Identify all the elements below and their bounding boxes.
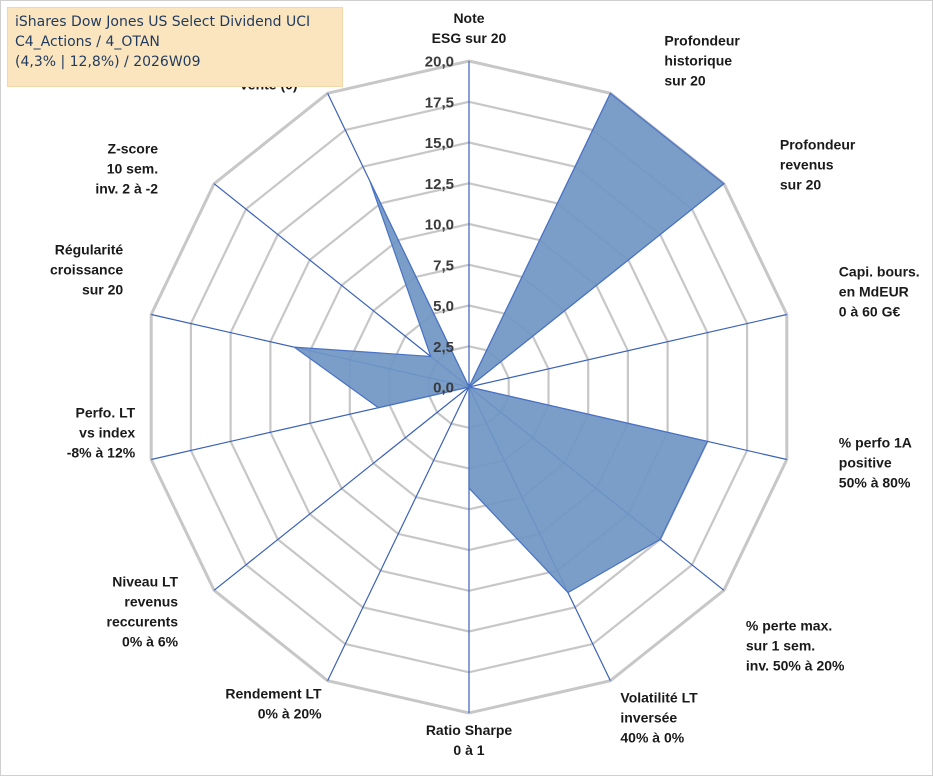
axis-label: sur 20 — [82, 282, 123, 298]
tick-label: 7,5 — [433, 257, 454, 274]
axis-spoke — [327, 386, 470, 681]
tick-label: 20,0 — [425, 54, 454, 71]
axis-label: Note — [453, 10, 484, 26]
axis-label: inversée — [620, 710, 677, 726]
axis-label-group: Volatilité LT inversée 40% à 0% — [620, 690, 698, 746]
axis-label: ESG sur 20 — [432, 30, 507, 46]
tick-labels: 0,0 2,5 5,0 7,5 10,0 12,5 15,0 17,5 20,0 — [425, 54, 454, 397]
axis-label: 0 à 1 — [453, 742, 484, 758]
axis-label-group: % perfo 1A positive 50% à 80% — [839, 435, 912, 491]
axis-label: Profondeur — [780, 137, 856, 153]
axis-label: % perte max. — [746, 617, 832, 633]
axis-label: Régularité — [55, 242, 124, 258]
axis-label: reccurents — [107, 613, 179, 629]
axis-label-group: Capi. bours. en MdEUR 0 à 60 G€ — [839, 264, 920, 320]
data-series — [292, 92, 725, 594]
axis-label: 0 à 60 G€ — [839, 304, 901, 320]
axis-label: inv. 50% à 20% — [746, 657, 845, 673]
axis-label-group: Profondeur revenus sur 20 — [780, 137, 856, 193]
axis-label-group: Rendement LT 0% à 20% — [225, 686, 322, 722]
axis-label: % perfo 1A — [839, 435, 912, 451]
tick-label: 12,5 — [425, 176, 454, 193]
axis-spoke — [468, 313, 787, 388]
series-area — [292, 92, 725, 594]
axis-label: positive — [839, 455, 892, 471]
info-box: iShares Dow Jones US Select Dividend UCI… — [7, 7, 343, 87]
axis-label: 40% à 0% — [620, 730, 684, 746]
axis-label: en MdEUR — [839, 284, 909, 300]
axis-label-group: Régularité croissance sur 20 — [50, 242, 123, 298]
axis-label: sur 20 — [780, 177, 821, 193]
axis-label: sur 1 sem. — [746, 637, 815, 653]
tick-label: 17,5 — [425, 94, 454, 111]
tick-label: 15,0 — [425, 135, 454, 152]
tick-label: 10,0 — [425, 217, 454, 234]
axis-label: inv. 2 à -2 — [95, 181, 158, 197]
axis-label-group: % perte max. sur 1 sem. inv. 50% à 20% — [746, 617, 845, 673]
tick-label: 5,0 — [433, 298, 454, 315]
axis-label: -8% à 12% — [67, 445, 136, 461]
axis-label-group: Perfo. LT vs index -8% à 12% — [67, 405, 136, 461]
axis-label: 0% à 20% — [258, 706, 322, 722]
axis-label: 10 sem. — [107, 161, 158, 177]
axis-label-group: Z-score 10 sem. inv. 2 à -2 — [95, 141, 158, 197]
axis-label: croissance — [50, 262, 123, 278]
axis-label-group: Profondeur historique sur 20 — [664, 32, 740, 88]
fund-title: iShares Dow Jones US Select Dividend UCI — [15, 14, 311, 30]
axis-label: 50% à 80% — [839, 475, 911, 491]
axis-label-group: Ratio Sharpe 0 à 1 — [426, 722, 513, 758]
axis-label: vs index — [79, 425, 135, 441]
axis-label: sur 20 — [664, 72, 705, 88]
category-label: C4_Actions / 4_OTAN — [15, 34, 160, 50]
axis-label: Niveau LT — [112, 573, 178, 589]
axis-label: Volatilité LT — [620, 690, 698, 706]
period-label: (4,3% | 12,8%) / 2026W09 — [15, 54, 201, 70]
axis-label: Capi. bours. — [839, 264, 920, 280]
axis-spoke — [213, 386, 470, 591]
axis-label: revenus — [124, 593, 178, 609]
tick-label: 0,0 — [433, 380, 454, 397]
axis-label: 0% à 6% — [122, 633, 179, 649]
axis-label: Perfo. LT — [76, 405, 136, 421]
axis-labels: Note ESG sur 20 Profondeur historique sur 20… — [50, 10, 920, 758]
axis-label: revenus — [780, 157, 834, 173]
axis-label: historique — [664, 52, 732, 68]
axis-label-group: Note ESG sur 20 — [432, 10, 507, 46]
axis-label: Rendement LT — [225, 686, 322, 702]
axis-spoke — [213, 183, 470, 388]
axis-label-group: Niveau LT revenus reccurents 0% à 6% — [107, 573, 179, 649]
axis-label: Profondeur — [664, 32, 740, 48]
axis-label: Ratio Sharpe — [426, 722, 513, 738]
tick-label: 2,5 — [433, 339, 454, 356]
axis-label: Z-score — [108, 141, 159, 157]
